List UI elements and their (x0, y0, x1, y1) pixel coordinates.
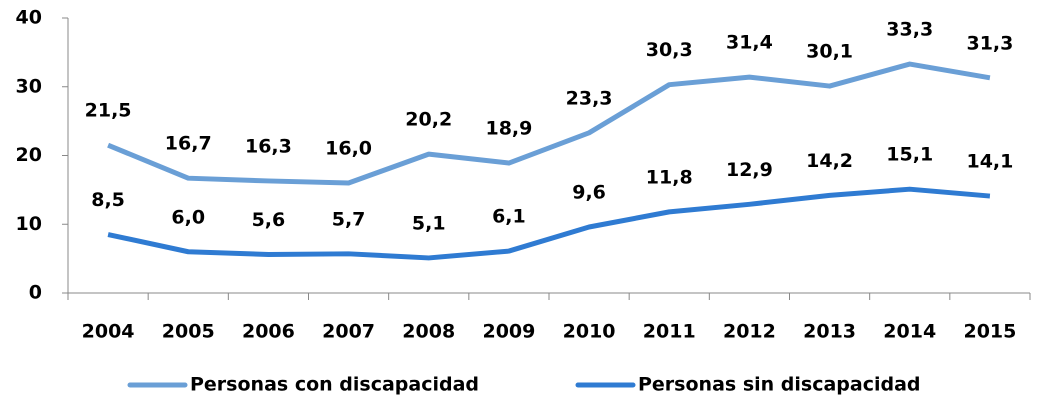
data-label: 11,8 (646, 166, 693, 188)
data-label: 30,1 (806, 41, 853, 63)
data-label: 14,1 (966, 151, 1013, 173)
data-label: 5,1 (412, 212, 446, 234)
data-label: 14,2 (806, 150, 853, 172)
x-tick-label: 2012 (723, 321, 776, 343)
y-tick-label: 40 (16, 7, 42, 29)
data-label: 6,1 (492, 206, 526, 228)
data-label: 5,7 (332, 208, 366, 230)
x-tick-label: 2008 (402, 321, 455, 343)
x-tick-label: 2010 (563, 321, 616, 343)
data-label: 31,4 (726, 32, 773, 54)
x-tick-label: 2014 (883, 321, 936, 343)
x-tick-label: 2004 (82, 321, 135, 343)
data-label: 18,9 (485, 118, 532, 140)
data-label: 30,3 (646, 39, 693, 61)
data-label: 6,0 (171, 206, 205, 228)
data-label: 16,7 (165, 133, 212, 155)
y-tick-label: 30 (16, 75, 42, 97)
x-tick-label: 2007 (322, 321, 375, 343)
data-label: 12,9 (726, 159, 773, 181)
data-label: 9,6 (572, 182, 606, 204)
series-line (107, 186, 991, 261)
data-label: 20,2 (405, 109, 452, 131)
data-label: 23,3 (566, 87, 613, 109)
x-tick-label: 2005 (162, 321, 215, 343)
legend-label: Personas con discapacidad (190, 374, 479, 396)
x-tick-label: 2006 (242, 321, 295, 343)
legend-label: Personas sin discapacidad (638, 374, 921, 396)
data-label: 5,6 (252, 209, 286, 231)
data-label: 15,1 (886, 144, 933, 166)
y-tick-label: 0 (29, 282, 42, 304)
y-tick-label: 10 (16, 213, 42, 235)
data-label: 8,5 (91, 189, 125, 211)
y-tick-label: 20 (16, 144, 42, 166)
data-label: 16,3 (245, 135, 292, 157)
data-label: 33,3 (886, 19, 933, 41)
data-label: 31,3 (966, 32, 1013, 54)
x-tick-label: 2009 (482, 321, 535, 343)
x-tick-label: 2011 (643, 321, 696, 343)
x-tick-label: 2013 (803, 321, 856, 343)
data-label: 16,0 (325, 138, 372, 160)
data-label: 21,5 (85, 100, 132, 122)
series-line (107, 61, 991, 186)
x-tick-label: 2015 (963, 321, 1016, 343)
